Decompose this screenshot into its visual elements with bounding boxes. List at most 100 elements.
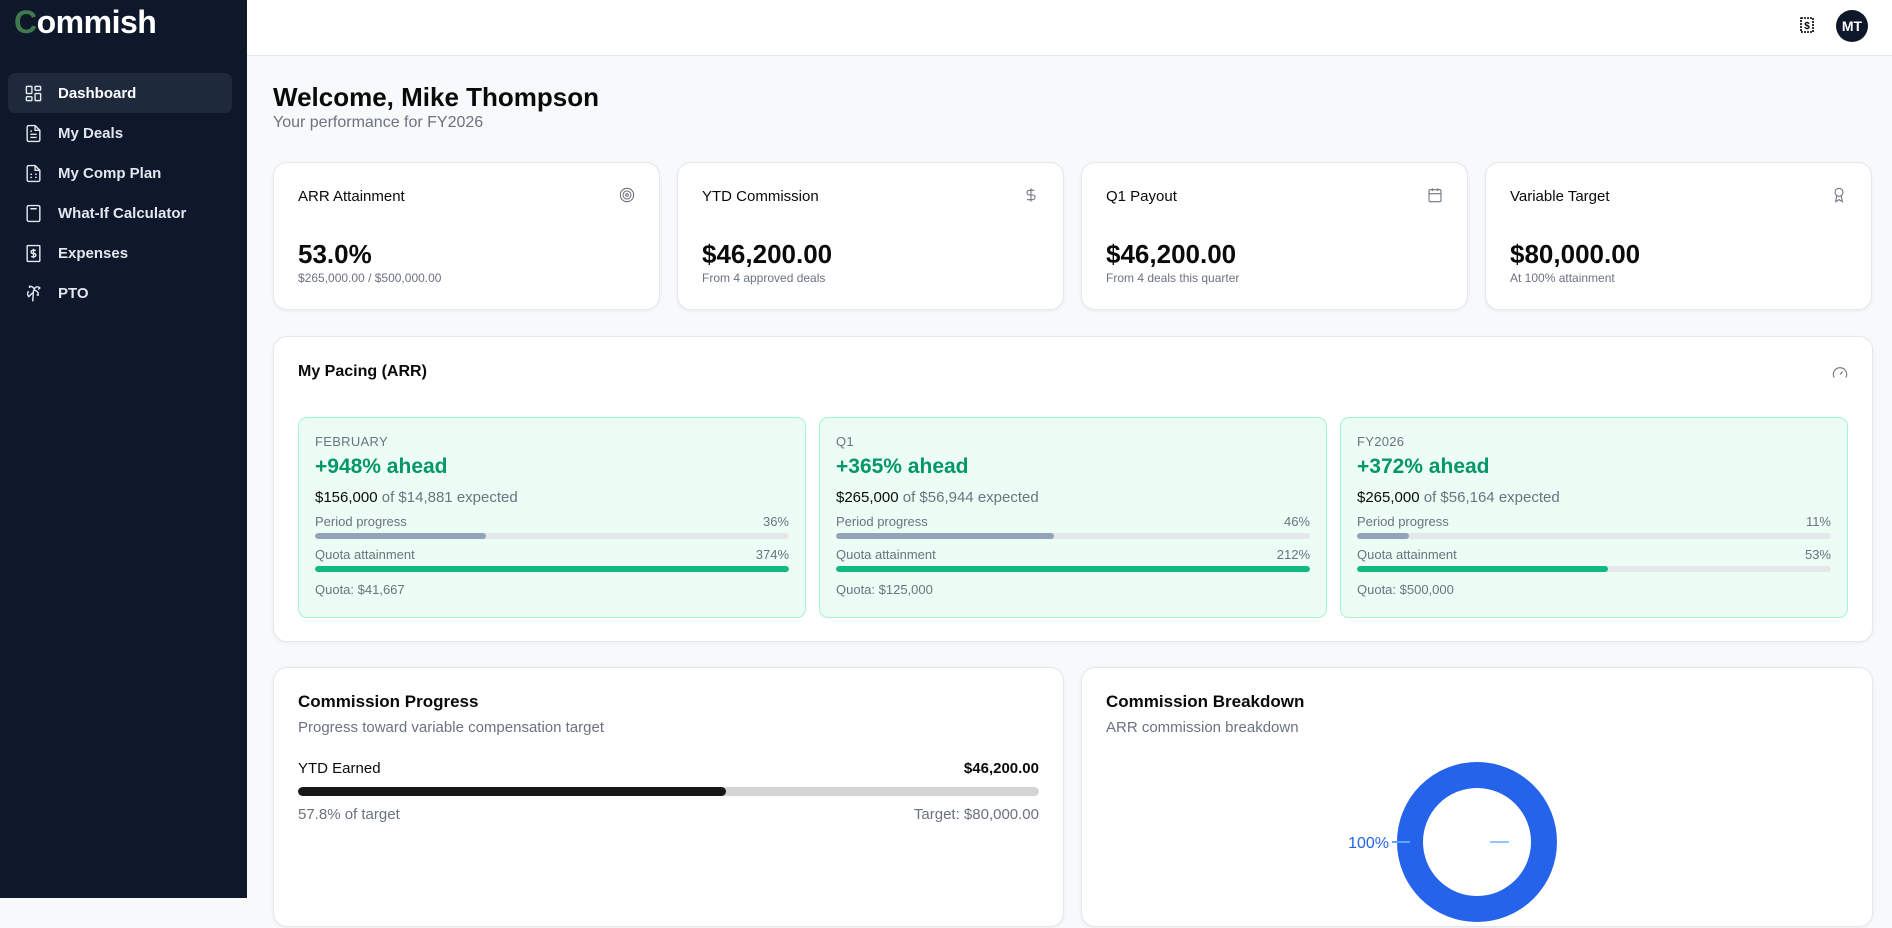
ytd-earned-value: $46,200.00	[963, 760, 1039, 777]
quota-value: Quota: $125,000	[836, 582, 933, 597]
quota-attainment-value: 374%	[755, 547, 789, 562]
avatar[interactable]: MT	[1836, 10, 1868, 42]
quota-attainment-bar	[836, 566, 1310, 572]
kpi-card-variable-target: Variable Target $80,000.00 At 100% attai…	[1485, 162, 1872, 310]
sidebar-item-dashboard[interactable]: Dashboard	[8, 73, 232, 113]
pacing-period-q1: Q1 +365% ahead $265,000 of $56,944 expec…	[819, 417, 1327, 618]
pacing-amount: $156,000 of $14,881 expected	[315, 489, 789, 506]
file-spreadsheet-icon	[26, 164, 41, 182]
period-progress-bar	[1357, 533, 1831, 539]
period-progress-bar	[315, 533, 789, 539]
period-progress-value: 36%	[762, 514, 789, 529]
logo[interactable]: Commish	[14, 4, 157, 40]
kpi-value: $80,000.00	[1510, 239, 1641, 269]
commission-breakdown-card: Commission Breakdown ARR commission brea…	[1081, 667, 1873, 927]
donut-slice[interactable]	[1397, 762, 1557, 922]
sidebar-item-expenses[interactable]: Expenses	[8, 233, 232, 273]
actual-amount: $156,000	[315, 489, 378, 506]
quota-attainment-bar	[1357, 566, 1831, 572]
quota-attainment-label: Quota attainment	[836, 547, 936, 562]
kpi-card-ytd-commission: YTD Commission $46,200.00 From 4 approve…	[677, 162, 1064, 310]
quota-value: Quota: $500,000	[1357, 582, 1454, 597]
period-progress-label: Period progress	[1357, 514, 1449, 529]
card-description: ARR commission breakdown	[1106, 719, 1299, 736]
slice-label: 100%	[1348, 835, 1389, 852]
quota-value: Quota: $41,667	[315, 582, 405, 597]
pacing-amount: $265,000 of $56,944 expected	[836, 489, 1310, 506]
period-progress-value: 11%	[1805, 514, 1831, 529]
calendar-icon	[1428, 188, 1442, 203]
kpi-hint: From 4 approved deals	[702, 271, 826, 285]
period-name: FY2026	[1357, 434, 1405, 449]
sidebar-item-what-if-calculator[interactable]: What-If Calculator	[8, 193, 232, 233]
receipt-icon	[26, 244, 41, 262]
kpi-label: Variable Target	[1510, 188, 1610, 205]
expected-amount: of $56,944 expected	[902, 489, 1039, 506]
percent-of-target: 57.8% of target	[298, 806, 400, 823]
sidebar-item-my-comp-plan[interactable]: My Comp Plan	[8, 153, 232, 193]
kpi-card-arr-attainment: ARR Attainment 53.0% $265,000.00 / $500,…	[273, 162, 660, 310]
kpi-value: 53.0%	[298, 239, 372, 269]
ytd-earned-label: YTD Earned	[298, 760, 381, 777]
commission-progress-card: Commission Progress Progress toward vari…	[273, 667, 1064, 927]
target-icon	[619, 187, 635, 203]
dashboard-icon	[25, 85, 42, 101]
period-progress-fill	[315, 533, 486, 539]
target-value: Target: $80,000.00	[913, 806, 1039, 823]
palm-tree-icon	[26, 285, 41, 301]
quota-attainment-label: Quota attainment	[315, 547, 415, 562]
file-text-icon	[26, 124, 41, 142]
pacing-title: My Pacing (ARR)	[298, 363, 427, 380]
sidebar-item-pto[interactable]: PTO	[8, 273, 232, 313]
commission-progress-bar	[298, 787, 1039, 796]
award-icon	[1834, 187, 1844, 203]
calculator-icon	[26, 204, 41, 222]
period-progress-label: Period progress	[315, 514, 407, 529]
pacing-status: +365% ahead	[836, 455, 969, 478]
sidebar-nav: Dashboard My Deals My Comp Plan What-If …	[8, 73, 232, 313]
quota-attainment-fill	[315, 566, 789, 572]
quota-attainment-bar	[315, 566, 789, 572]
pacing-status: +372% ahead	[1357, 455, 1490, 478]
actual-amount: $265,000	[1357, 489, 1420, 506]
top-bar: $ MT	[247, 0, 1892, 56]
kpi-hint: From 4 deals this quarter	[1106, 271, 1240, 285]
period-name: FEBRUARY	[315, 434, 388, 449]
period-progress-value: 46%	[1283, 514, 1310, 529]
kpi-label: Q1 Payout	[1106, 188, 1177, 205]
quota-attainment-value: 53%	[1804, 547, 1831, 562]
gauge-icon	[1832, 367, 1848, 378]
commission-progress-fill	[298, 787, 727, 796]
kpi-card-q1-payout: Q1 Payout $46,200.00 From 4 deals this q…	[1081, 162, 1468, 310]
svg-text:$: $	[1804, 21, 1810, 32]
card-title: Commission Breakdown	[1106, 692, 1305, 711]
kpi-hint: At 100% attainment	[1510, 271, 1615, 285]
card-title: Commission Progress	[298, 692, 479, 711]
sidebar-item-my-deals[interactable]: My Deals	[8, 113, 232, 153]
card-description: Progress toward variable compensation ta…	[298, 719, 604, 736]
period-progress-bar	[836, 533, 1310, 539]
pacing-period-fy2026: FY2026 +372% ahead $265,000 of $56,164 e…	[1340, 417, 1848, 618]
page-title: Welcome, Mike Thompson	[273, 82, 600, 112]
period-progress-fill	[836, 533, 1055, 539]
expected-amount: of $56,164 expected	[1423, 489, 1560, 506]
dollar-icon	[1026, 188, 1036, 202]
quota-attainment-value: 212%	[1276, 547, 1310, 562]
quota-attainment-fill	[836, 566, 1310, 572]
pacing-period-february: FEBRUARY +948% ahead $156,000 of $14,881…	[298, 417, 806, 618]
kpi-hint: $265,000.00 / $500,000.00	[298, 271, 442, 285]
breakdown-donut-chart: 100%	[1348, 762, 1557, 922]
quota-attainment-label: Quota attainment	[1357, 547, 1457, 562]
kpi-value: $46,200.00	[702, 239, 833, 269]
actual-amount: $265,000	[836, 489, 899, 506]
period-name: Q1	[836, 434, 854, 449]
quota-attainment-fill	[1357, 566, 1609, 572]
period-progress-fill	[1357, 533, 1410, 539]
kpi-value: $46,200.00	[1106, 239, 1237, 269]
page-subtitle: Your performance for FY2026	[273, 114, 484, 131]
pacing-card: My Pacing (ARR) FEBRUARY +948% ahead $15…	[273, 336, 1873, 642]
receipt-icon[interactable]: $	[1800, 17, 1814, 33]
sidebar: Commish Dashboard My Deals My Comp Plan …	[0, 0, 247, 898]
period-progress-label: Period progress	[836, 514, 928, 529]
kpi-label: ARR Attainment	[298, 188, 405, 205]
